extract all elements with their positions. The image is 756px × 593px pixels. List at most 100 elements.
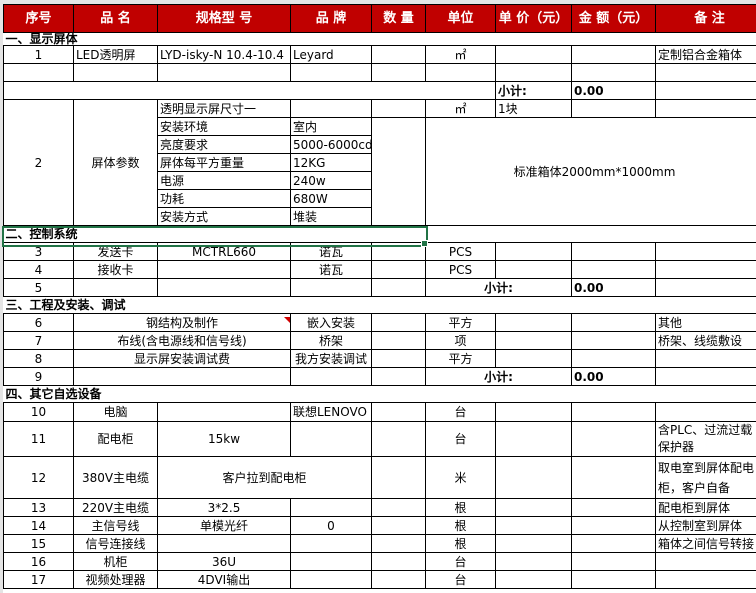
cell-qty[interactable] (371, 313, 426, 332)
cell-price[interactable] (495, 498, 572, 517)
param-name[interactable]: 功耗 (157, 189, 291, 208)
fill-handle[interactable] (421, 240, 428, 247)
cell-remark[interactable] (655, 402, 756, 422)
param-value[interactable]: 680W (290, 189, 372, 208)
cell-name[interactable]: 布线(含电源线和信号线) (73, 331, 291, 350)
cell-blank[interactable] (3, 81, 496, 100)
cell-price[interactable] (495, 349, 572, 368)
cell-qty[interactable] (371, 99, 426, 118)
cell-name[interactable]: 机柜 (73, 552, 158, 571)
cell-model[interactable]: 4DVI输出 (157, 570, 291, 589)
cell-price[interactable] (495, 456, 572, 499)
cell-name[interactable]: 视频处理器 (73, 570, 158, 589)
cell[interactable] (73, 63, 158, 82)
cell-amount[interactable] (571, 402, 656, 422)
cell-unit[interactable]: 台 (425, 421, 496, 457)
cell-name[interactable]: LED透明屏 (73, 45, 158, 64)
cell-remark[interactable]: 取电室到屏体配电柜，客户自备 (655, 456, 756, 499)
comment-indicator-icon[interactable] (284, 317, 290, 323)
cell-no[interactable]: 16 (3, 552, 74, 571)
cell-no[interactable]: 10 (3, 402, 74, 422)
cell-amount[interactable] (571, 534, 656, 553)
cell-name[interactable]: 信号连接线 (73, 534, 158, 553)
param-name[interactable]: 亮度要求 (157, 135, 291, 154)
param-name[interactable]: 安装方式 (157, 207, 291, 226)
cell-remark[interactable] (655, 349, 756, 368)
cell-amount[interactable] (571, 456, 656, 499)
cell-price[interactable] (495, 516, 572, 535)
cell-no[interactable]: 11 (3, 421, 74, 457)
cell-model[interactable] (157, 260, 291, 279)
cell-remark[interactable]: 从控制室到屏体 (655, 516, 756, 535)
section-title[interactable]: 一、显示屏体 (3, 32, 756, 46)
cell[interactable] (425, 63, 496, 82)
cell-no[interactable]: 8 (3, 349, 74, 368)
cell-no[interactable]: 6 (3, 313, 74, 332)
cell[interactable] (290, 367, 372, 386)
cell-price[interactable]: 1块 (495, 99, 572, 118)
param-value[interactable]: 堆装 (290, 207, 372, 226)
cell[interactable] (290, 63, 372, 82)
cell-amount[interactable] (571, 45, 656, 64)
cell-brand[interactable]: 诺瓦 (290, 260, 372, 279)
cell-price[interactable] (495, 534, 572, 553)
cell-unit[interactable]: 根 (425, 498, 496, 517)
cell-amount[interactable] (571, 498, 656, 517)
cell-no[interactable]: 7 (3, 331, 74, 350)
cell-name[interactable]: 配电柜 (73, 421, 158, 457)
cell-no[interactable]: 9 (3, 367, 74, 386)
cell-remark[interactable]: 其他 (655, 313, 756, 332)
cell[interactable] (371, 63, 426, 82)
cell-price[interactable] (495, 552, 572, 571)
cell-brand[interactable] (290, 421, 372, 457)
cell-name[interactable]: 发送卡 (73, 242, 158, 261)
cell-model[interactable] (157, 402, 291, 422)
cell-amount[interactable] (571, 421, 656, 457)
cell-remark[interactable]: 配电柜到屏体 (655, 498, 756, 517)
cell-name[interactable]: 屏体参数 (73, 99, 158, 226)
cell-name[interactable]: 接收卡 (73, 260, 158, 279)
cell-name[interactable]: 显示屏安装调试费 (73, 349, 291, 368)
cell-name[interactable]: 钢结构及制作 (73, 313, 291, 332)
cell-unit[interactable]: ㎡ (425, 99, 496, 118)
section-title[interactable]: 四、其它自选设备 (3, 385, 756, 403)
section-title[interactable]: 三、工程及安装、调试 (3, 296, 756, 314)
cell-model[interactable] (157, 534, 291, 553)
cell-qty[interactable] (371, 331, 426, 350)
header-cell[interactable]: 序号 (3, 4, 74, 33)
param-value[interactable]: 5000-6000cd (290, 135, 372, 154)
cell-brand[interactable]: 诺瓦 (290, 242, 372, 261)
cell-qty[interactable] (371, 498, 426, 517)
subtotal-label[interactable]: 小计: (425, 278, 572, 297)
cell-brand[interactable]: 我方安装调试 (290, 349, 372, 368)
header-cell[interactable]: 备 注 (655, 4, 756, 33)
subtotal-value[interactable]: 0.00 (571, 81, 656, 100)
cell-brand[interactable] (290, 534, 372, 553)
cell[interactable] (3, 63, 74, 82)
cell-name[interactable]: 主信号线 (73, 516, 158, 535)
cell-brand[interactable]: 嵌入安装 (290, 313, 372, 332)
cell-model[interactable]: LYD-isky-N 10.4-10.4 (157, 45, 291, 64)
cell-remark[interactable]: 定制铝合金箱体 (655, 45, 756, 64)
cell-qty[interactable] (371, 260, 426, 279)
cell-no[interactable]: 13 (3, 498, 74, 517)
cell-no[interactable]: 12 (3, 456, 74, 499)
cell-amount[interactable] (571, 570, 656, 589)
header-cell[interactable]: 数 量 (371, 4, 426, 33)
cell-brand[interactable]: 0 (290, 516, 372, 535)
cell-amount[interactable] (571, 516, 656, 535)
param-value[interactable] (290, 99, 372, 118)
cell-amount[interactable] (571, 313, 656, 332)
section-title[interactable]: 二、控制系统 (3, 225, 756, 243)
param-name[interactable]: 电源 (157, 171, 291, 190)
cell-unit[interactable]: 台 (425, 402, 496, 422)
cell-remark[interactable]: 含PLC、过流过载保护器 (655, 421, 756, 457)
cell-model[interactable]: 客户拉到配电柜 (157, 456, 372, 499)
cell-no[interactable]: 5 (3, 278, 74, 297)
cell-brand[interactable] (290, 498, 372, 517)
cell-remark[interactable] (655, 242, 756, 261)
param-name[interactable]: 透明显示屏尺寸一 (157, 99, 291, 118)
cell-unit[interactable]: 根 (425, 534, 496, 553)
cell[interactable] (73, 278, 158, 297)
cell-unit[interactable]: 平方 (425, 313, 496, 332)
